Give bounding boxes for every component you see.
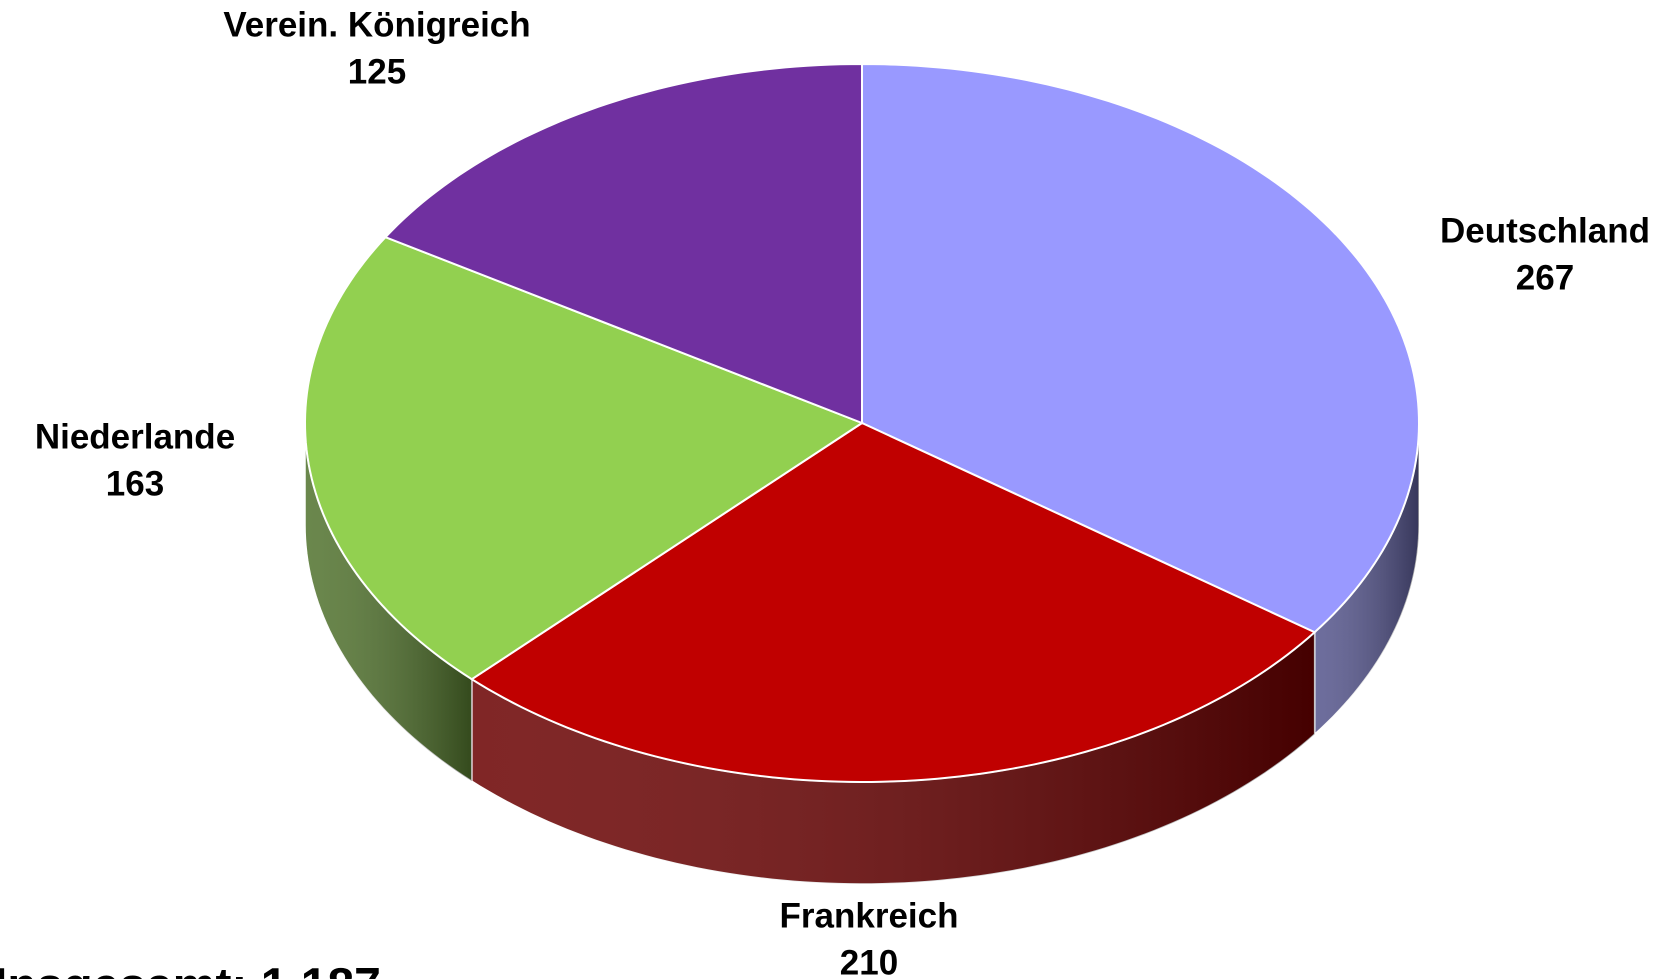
slice-label: Niederlande <box>35 417 235 456</box>
slice-value: 267 <box>1516 258 1574 297</box>
slice-value: 125 <box>348 52 406 91</box>
slice-label: Verein. Königreich <box>223 5 530 44</box>
slice <box>861 62 1421 634</box>
slice-label: Frankreich <box>780 896 959 935</box>
slice <box>304 235 865 681</box>
slice-side-shade <box>471 632 1315 884</box>
slice-side-shade <box>1314 423 1419 735</box>
labels: Deutschland 267 Frankreich 210 Niederlande 16… <box>35 5 1650 979</box>
slice-label: Deutschland <box>1440 211 1650 250</box>
pie-tops <box>304 62 1421 783</box>
slice-value: 163 <box>106 464 164 503</box>
slice <box>469 421 1317 783</box>
slice-value: 210 <box>840 943 898 979</box>
slice-side-shade <box>305 423 472 782</box>
total-annotation: Insgesamt: 1.187 <box>0 960 381 979</box>
slice <box>383 62 863 425</box>
